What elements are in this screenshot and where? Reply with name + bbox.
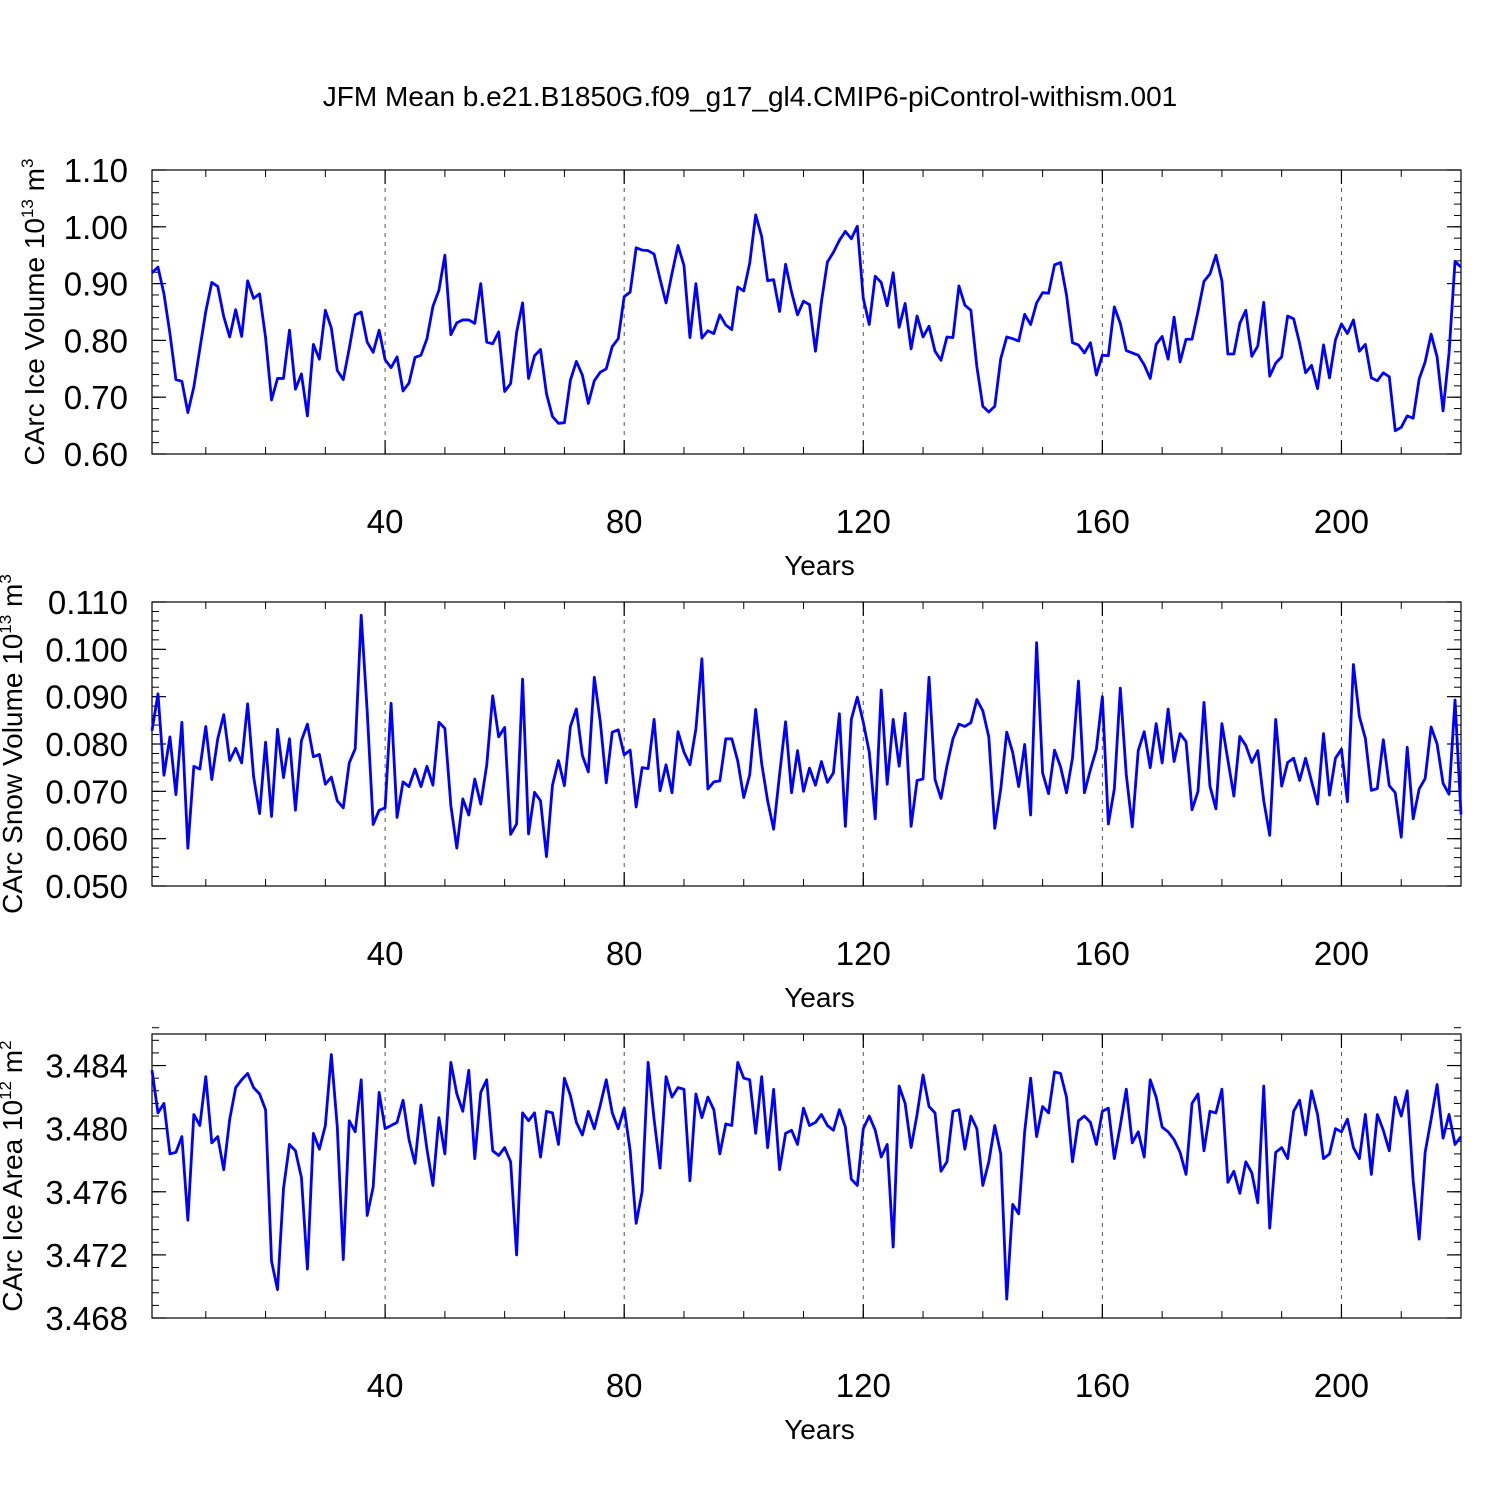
x-tick-label: 40 <box>367 1367 404 1404</box>
x-tick-label: 120 <box>836 503 891 540</box>
x-tick-label: 200 <box>1314 935 1369 972</box>
x-tick-label: 120 <box>836 935 891 972</box>
y-tick-label: 0.050 <box>45 868 128 905</box>
y-axis-label-superscript: 3 <box>18 159 37 168</box>
panels: 40 80 120 160 200 0.60 0.70 0.80 0.90 1.00 1.10 Yea… <box>0 152 1463 1445</box>
y-axis-label: CArc Ice Volume 1013 m3 <box>18 159 50 466</box>
x-tick-label: 160 <box>1075 1367 1130 1404</box>
y-axis-label-text: CArc Snow Volume 1013 m3 <box>0 574 28 914</box>
y-axis-label-superscript: 3 <box>0 574 15 583</box>
figure-title: JFM Mean b.e21.B1850G.f09_g17_gl4.CMIP6-… <box>323 81 1177 112</box>
y-axis-label-part: CArc Ice Volume 10 <box>19 218 50 465</box>
chart-panel-1: 40 80 120 160 200 0.60 0.70 0.80 0.90 1.00 1.10 Yea… <box>18 152 1462 581</box>
y-tick-label: 3.468 <box>45 1300 128 1337</box>
y-tick-label: 0.090 <box>45 679 128 716</box>
y-tick-label: 1.00 <box>64 209 128 246</box>
x-tick-label: 40 <box>367 935 404 972</box>
y-axis-label-text: CArc Ice Area 1012 m2 <box>0 1040 28 1311</box>
y-axis-label-superscript: 13 <box>0 615 15 634</box>
x-tick-label: 40 <box>367 503 404 540</box>
chart-panel-2: 40 80 120 160 200 0.050 0.060 0.070 0.080 0.090 0.… <box>0 574 1463 1013</box>
y-tick-label: 3.476 <box>45 1174 128 1211</box>
plot-frame <box>151 601 1462 887</box>
y-tick-label: 0.60 <box>64 436 128 473</box>
y-axis-label-part: CArc Ice Area 10 <box>0 1100 28 1312</box>
y-tick-label: 3.480 <box>45 1111 128 1148</box>
y-tick-label: 3.484 <box>45 1048 128 1085</box>
y-tick-label: 3.472 <box>45 1237 128 1274</box>
y-axis-label-part: m <box>0 1050 28 1081</box>
x-tick-label: 200 <box>1314 1367 1369 1404</box>
x-axis-label: Years <box>784 982 855 1013</box>
y-tick-label: 0.80 <box>64 322 128 359</box>
x-axis-label: Years <box>784 1414 855 1445</box>
y-axis-label-superscript: 12 <box>0 1081 15 1100</box>
chart-panel-3: 40 80 120 160 200 3.468 3.472 3.476 3.480 3.484 Ye… <box>0 1027 1463 1445</box>
x-tick-label: 200 <box>1314 503 1369 540</box>
y-tick-label: 0.060 <box>45 821 128 858</box>
x-tick-label: 160 <box>1075 503 1130 540</box>
x-tick-label: 80 <box>606 1367 643 1404</box>
x-tick-label: 80 <box>606 503 643 540</box>
y-tick-label: 0.100 <box>45 631 128 668</box>
y-axis-label: CArc Snow Volume 1013 m3 <box>0 574 28 914</box>
y-axis-label-superscript: 2 <box>0 1040 15 1049</box>
y-tick-label: 1.10 <box>64 152 128 189</box>
y-axis-label-text: CArc Ice Volume 1013 m3 <box>18 159 50 466</box>
x-axis-label: Years <box>784 550 855 581</box>
plot-frame <box>151 169 1462 455</box>
y-axis-label-part: m <box>0 584 28 615</box>
y-axis-label-part: CArc Snow Volume 10 <box>0 634 28 914</box>
series-line <box>150 1053 1463 1301</box>
x-tick-label: 160 <box>1075 935 1130 972</box>
y-tick-label: 0.080 <box>45 726 128 763</box>
y-tick-label: 0.110 <box>48 584 128 621</box>
series-line <box>151 213 1462 433</box>
y-tick-label: 0.70 <box>64 379 128 416</box>
x-tick-label: 80 <box>606 935 643 972</box>
y-axis-label-part: m <box>19 168 50 199</box>
x-tick-label: 120 <box>836 1367 891 1404</box>
series-line <box>150 613 1463 859</box>
y-tick-label: 0.90 <box>64 266 128 303</box>
y-axis-label: CArc Ice Area 1012 m2 <box>0 1040 28 1311</box>
y-tick-label: 0.070 <box>45 773 128 810</box>
y-axis-label-superscript: 13 <box>18 199 37 218</box>
plot-frame <box>151 1033 1462 1319</box>
